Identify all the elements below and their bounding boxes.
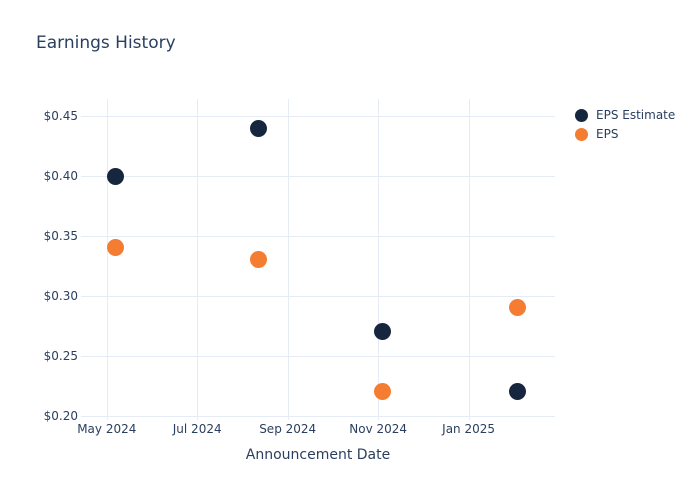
y-tick-label: $0.45 (43, 109, 78, 123)
x-gridline (197, 99, 199, 420)
y-tick-label: $0.20 (43, 408, 78, 423)
y-gridline (81, 295, 555, 297)
point-eps-estimate[interactable] (374, 323, 392, 341)
point-eps-estimate[interactable] (106, 167, 124, 185)
y-tick-label: $0.25 (43, 348, 78, 363)
x-axis-title: Announcement Date (245, 447, 391, 463)
x-tick-label: May 2024 (77, 422, 137, 436)
y-gridline (81, 415, 555, 417)
point-eps[interactable] (250, 251, 268, 269)
legend: EPS Estimate EPS (575, 106, 675, 144)
plot-area (81, 99, 555, 420)
x-tick-label: Jan 2025 (442, 422, 496, 436)
legend-label: EPS (596, 127, 619, 141)
x-tick-label: Nov 2024 (349, 422, 408, 436)
legend-item-eps[interactable]: EPS (575, 125, 675, 143)
point-eps[interactable] (509, 299, 527, 317)
point-eps-estimate[interactable] (250, 119, 268, 137)
chart-title: Earnings History (36, 33, 176, 53)
legend-swatch (575, 127, 588, 141)
x-gridline (468, 99, 470, 420)
y-gridline (81, 116, 555, 117)
point-eps-estimate[interactable] (509, 383, 527, 401)
y-gridline (81, 355, 555, 357)
legend-item-eps-estimate[interactable]: EPS Estimate (575, 106, 675, 124)
point-eps[interactable] (106, 239, 124, 257)
x-tick-label: Jul 2024 (172, 422, 222, 436)
y-tick-label: $0.40 (43, 169, 78, 183)
y-tick-label: $0.30 (43, 288, 78, 303)
x-gridline (378, 99, 380, 420)
legend-label: EPS Estimate (596, 108, 676, 122)
y-gridline (81, 176, 555, 177)
point-eps[interactable] (374, 383, 392, 401)
y-gridline (81, 235, 555, 237)
y-tick-label: $0.35 (43, 228, 78, 243)
x-tick-label: Sep 2024 (259, 422, 317, 436)
x-gridline (106, 99, 108, 420)
x-gridline (287, 99, 289, 420)
legend-swatch (575, 108, 588, 122)
